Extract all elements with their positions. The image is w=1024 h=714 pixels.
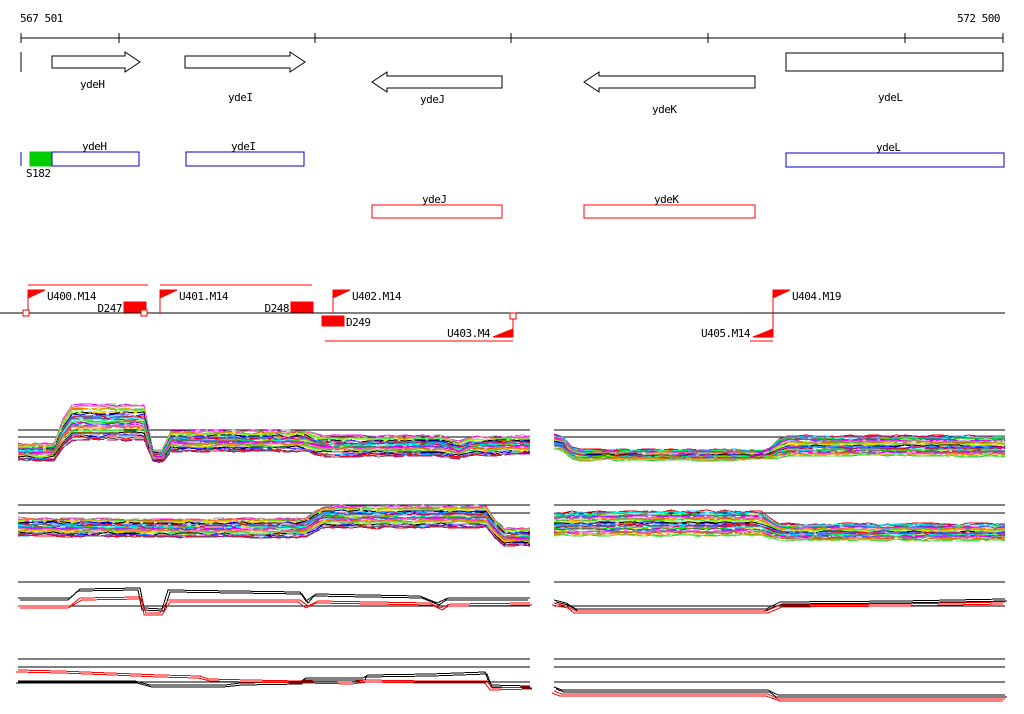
probe-flag-down-U405.M14[interactable]	[752, 328, 774, 338]
signal-trace	[553, 515, 1005, 530]
signal-trace	[16, 673, 533, 689]
signal-trace	[553, 686, 1005, 696]
signal-trace	[17, 408, 530, 452]
region-label-ydeK: ydeK	[654, 193, 679, 206]
marker-box-S182[interactable]	[29, 151, 53, 167]
signal-trace	[18, 587, 530, 610]
ruler-end-coordinate: 572 500	[957, 12, 1000, 25]
signal-trace	[553, 690, 1005, 700]
signal-trace	[18, 403, 531, 451]
signal-trace	[551, 603, 1004, 614]
probe-flag-down-U403.M4[interactable]	[492, 328, 514, 338]
signal-trace	[17, 432, 531, 460]
probe-box-label-D249: D249	[346, 316, 371, 329]
signal-trace	[15, 671, 533, 691]
signal-trace	[18, 671, 531, 687]
gene-arrow-ydeJ[interactable]	[371, 71, 503, 93]
probe-anchor-square	[509, 312, 517, 320]
probe-flag-label-U404.M19: U404.M19	[792, 290, 841, 303]
gene-label-ydeJ: ydeJ	[420, 93, 445, 106]
marker-label-S182: S182	[26, 167, 51, 180]
gene-label-ydeH: ydeH	[80, 78, 105, 91]
probe-flag-label-U402.M14: U402.M14	[352, 290, 402, 303]
gene-label-ydeL: ydeL	[878, 91, 903, 104]
signal-trace	[18, 596, 531, 614]
signal-trace	[553, 533, 1006, 542]
signal-trace	[551, 692, 1003, 702]
probe-flag-up-U404.M19[interactable]	[772, 289, 791, 299]
gene-arrow-ydeL[interactable]	[785, 52, 1004, 72]
probe-flag-label-U400.M14: U400.M14	[47, 290, 97, 303]
region-label-ydeL: ydeL	[876, 141, 901, 154]
probe-flag-up-U401.M14[interactable]	[159, 289, 178, 299]
signal-trace	[555, 688, 1007, 698]
probe-flag-label-U401.M14: U401.M14	[179, 290, 229, 303]
signal-trace	[553, 437, 1005, 454]
probe-anchor-square	[140, 309, 148, 317]
region-box-ydeK[interactable]	[583, 204, 756, 219]
region-box-ydeJ[interactable]	[371, 204, 503, 219]
gene-region-track: S182 ydeH ydeI ydeL ydeJ ydeK	[20, 140, 1005, 219]
gene-arrow-track: ydeH ydeI ydeJ ydeK ydeL	[20, 51, 1004, 116]
signal-trace	[553, 601, 1006, 612]
probe-box-D248[interactable]	[290, 301, 314, 313]
gene-label-ydeI: ydeI	[228, 91, 253, 104]
signal-trace	[17, 505, 530, 531]
signal-plot-tracks	[15, 403, 1008, 702]
region-box-ydeH[interactable]	[51, 151, 140, 167]
gene-arrow-ydeI[interactable]	[184, 51, 306, 73]
probe-anchor-square	[22, 309, 30, 317]
region-label-ydeH: ydeH	[82, 140, 107, 153]
probe-flag-label-U405.M14: U405.M14	[701, 327, 751, 340]
signal-trace	[17, 438, 530, 464]
signal-trace	[17, 525, 530, 547]
signal-trace	[553, 598, 1006, 610]
probe-flag-up-U402.M14[interactable]	[332, 289, 351, 299]
probe-flag-label-U403.M4: U403.M4	[447, 327, 491, 340]
signal-trace	[553, 447, 1006, 462]
gene-label-ydeK: ydeK	[652, 103, 677, 116]
probe-flag-up-U400.M14[interactable]	[27, 289, 46, 299]
probe-flag-track: U400.M14 U401.M14 U402.M14 U404.M19 U403.M4 U…	[0, 284, 1005, 342]
probe-box-D247[interactable]	[123, 301, 147, 313]
signal-trace	[18, 523, 531, 546]
probe-box-D249[interactable]	[321, 315, 345, 327]
signal-trace	[553, 531, 1005, 541]
signal-trace	[17, 517, 531, 541]
region-label-ydeJ: ydeJ	[422, 193, 447, 206]
gene-arrow-ydeK[interactable]	[583, 71, 756, 93]
coordinate-ruler: 567 501 572 500	[20, 12, 1004, 43]
gene-arrow-ydeH[interactable]	[51, 51, 141, 73]
probe-box-label-D247: D247	[98, 302, 123, 315]
region-box-ydeI[interactable]	[185, 151, 305, 167]
signal-trace	[20, 589, 528, 612]
probe-box-label-D248: D248	[265, 302, 290, 315]
ruler-start-coordinate: 567 501	[20, 12, 63, 25]
region-label-ydeI: ydeI	[231, 140, 256, 153]
signal-trace	[18, 427, 530, 460]
signal-trace	[17, 669, 531, 689]
region-box-ydeL[interactable]	[785, 152, 1005, 168]
signal-trace	[553, 509, 1005, 526]
signal-trace	[20, 598, 533, 616]
signal-trace	[18, 411, 531, 454]
